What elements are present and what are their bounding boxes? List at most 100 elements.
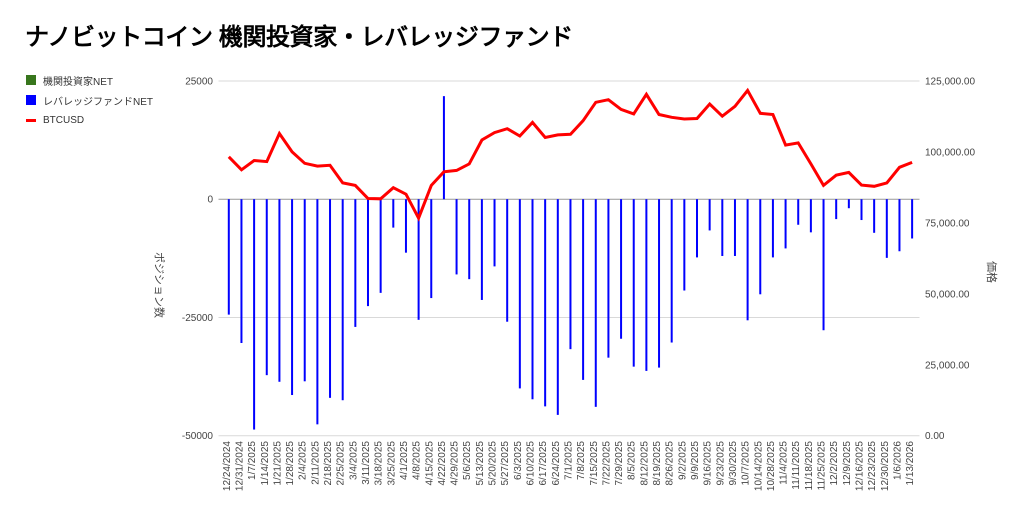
bar[interactable] bbox=[341, 199, 344, 401]
x-axis-tick-label: 7/22/2025 bbox=[601, 441, 612, 486]
x-axis-tick-label: 5/27/2025 bbox=[500, 441, 511, 486]
bar[interactable] bbox=[835, 199, 838, 220]
bar[interactable] bbox=[569, 199, 572, 350]
bar[interactable] bbox=[733, 199, 736, 256]
bar[interactable] bbox=[468, 199, 471, 280]
bar[interactable] bbox=[278, 199, 281, 382]
bar[interactable] bbox=[291, 199, 294, 396]
bar[interactable] bbox=[544, 199, 547, 407]
bar[interactable] bbox=[379, 199, 382, 293]
bar[interactable] bbox=[683, 199, 686, 291]
bar[interactable] bbox=[417, 199, 420, 320]
bar[interactable] bbox=[632, 199, 635, 367]
x-axis-tick-label: 8/26/2025 bbox=[665, 441, 676, 486]
bar[interactable] bbox=[620, 199, 623, 339]
bar[interactable] bbox=[493, 199, 496, 267]
x-axis-tick-label: 1/28/2025 bbox=[285, 441, 296, 486]
left-axis-tick-label: 0 bbox=[207, 195, 213, 206]
bar[interactable] bbox=[227, 199, 230, 315]
x-axis-tick-label: 4/15/2025 bbox=[424, 441, 435, 486]
bar[interactable] bbox=[354, 199, 357, 327]
bar[interactable] bbox=[708, 199, 711, 231]
bar[interactable] bbox=[746, 199, 749, 321]
x-axis-tick-label: 1/21/2025 bbox=[272, 441, 283, 486]
bar[interactable] bbox=[253, 199, 256, 430]
bar[interactable] bbox=[873, 199, 876, 233]
bar[interactable] bbox=[329, 199, 332, 398]
bar[interactable] bbox=[822, 199, 825, 331]
bar[interactable] bbox=[442, 96, 445, 200]
bar[interactable] bbox=[506, 199, 509, 322]
x-axis-tick-label: 5/13/2025 bbox=[475, 441, 486, 486]
bar[interactable] bbox=[556, 199, 559, 415]
x-axis-tick-label: 12/9/2025 bbox=[842, 441, 853, 486]
bar[interactable] bbox=[582, 199, 585, 380]
x-axis-tick-label: 3/11/2025 bbox=[361, 441, 372, 485]
x-axis-tick-label: 9/30/2025 bbox=[728, 441, 739, 486]
x-axis-tick-label: 9/23/2025 bbox=[715, 441, 726, 486]
left-axis-tick-labels: 25000 0 -25000 -50000 bbox=[182, 77, 214, 443]
x-axis-tick-label: 12/31/2024 bbox=[235, 441, 246, 491]
x-axis-tick-label: 7/15/2025 bbox=[589, 441, 600, 486]
bar[interactable] bbox=[404, 199, 407, 253]
x-axis-tick-label: 3/18/2025 bbox=[374, 441, 385, 486]
bar[interactable] bbox=[847, 199, 850, 209]
bar[interactable] bbox=[898, 199, 901, 252]
bar[interactable] bbox=[303, 199, 306, 382]
x-axis-tick-label: 2/25/2025 bbox=[336, 441, 347, 486]
bar[interactable] bbox=[784, 199, 787, 249]
bar[interactable] bbox=[265, 199, 268, 376]
bar[interactable] bbox=[366, 199, 369, 307]
bar[interactable] bbox=[240, 199, 243, 343]
legend-label: 機関投資家NET bbox=[43, 76, 113, 88]
bar[interactable] bbox=[860, 199, 863, 221]
legend: 機関投資家NET レバレッジファンドNET BTCUSD bbox=[26, 70, 153, 130]
bar[interactable] bbox=[518, 199, 521, 389]
x-axis-tick-label: 1/14/2025 bbox=[260, 441, 271, 486]
x-axis-tick-label: 12/24/2024 bbox=[222, 441, 233, 491]
legend-item-institutional-net[interactable]: 機関投資家NET bbox=[26, 70, 153, 90]
bar[interactable] bbox=[316, 199, 319, 425]
right-axis-tick-label: 100,000.00 bbox=[925, 147, 975, 158]
bar[interactable] bbox=[645, 199, 648, 371]
bar[interactable] bbox=[392, 199, 395, 228]
bar[interactable] bbox=[771, 199, 774, 258]
x-axis-tick-label: 11/18/2025 bbox=[804, 441, 815, 491]
leveraged-fund-net-swatch-icon bbox=[26, 95, 36, 105]
x-axis-tick-label: 7/1/2025 bbox=[564, 441, 575, 480]
bar[interactable] bbox=[759, 199, 762, 295]
x-axis-tick-label: 11/11/2025 bbox=[791, 441, 802, 490]
legend-item-btcusd[interactable]: BTCUSD bbox=[26, 110, 153, 130]
bar[interactable] bbox=[531, 199, 534, 400]
bar[interactable] bbox=[885, 199, 888, 258]
x-axis-tick-label: 3/4/2025 bbox=[348, 441, 359, 480]
bar[interactable] bbox=[430, 199, 433, 299]
legend-item-leveraged-fund-net[interactable]: レバレッジファンドNET bbox=[26, 90, 153, 110]
x-axis-tick-label: 7/29/2025 bbox=[614, 441, 625, 486]
x-axis-tick-label: 12/2/2025 bbox=[829, 441, 840, 486]
x-axis-tick-label: 6/10/2025 bbox=[526, 441, 537, 486]
right-axis-tick-labels: 125,000.00 100,000.00 75,000.00 50,000.00 25… bbox=[925, 77, 975, 443]
bar[interactable] bbox=[696, 199, 698, 258]
bar[interactable] bbox=[721, 199, 724, 256]
right-axis-title: 価格 bbox=[985, 261, 999, 283]
bar[interactable] bbox=[658, 199, 661, 368]
bar[interactable] bbox=[670, 199, 673, 343]
x-axis-tick-label: 11/25/2025 bbox=[817, 441, 828, 491]
bar[interactable] bbox=[594, 199, 597, 407]
x-axis-tick-label: 4/29/2025 bbox=[450, 441, 461, 486]
bar[interactable] bbox=[607, 199, 610, 358]
x-axis-tick-label: 10/14/2025 bbox=[753, 441, 764, 491]
x-axis-tick-label: 12/16/2025 bbox=[855, 441, 866, 491]
bar[interactable] bbox=[809, 199, 812, 233]
bar[interactable] bbox=[797, 199, 800, 225]
bar[interactable] bbox=[480, 199, 483, 300]
line-series-0[interactable] bbox=[227, 87, 913, 222]
bar[interactable] bbox=[911, 199, 914, 239]
bar[interactable] bbox=[455, 199, 458, 275]
legend-label: BTCUSD bbox=[43, 114, 85, 126]
bar-series-1[interactable] bbox=[227, 96, 914, 430]
right-axis-tick-label: 25,000.00 bbox=[925, 360, 970, 371]
